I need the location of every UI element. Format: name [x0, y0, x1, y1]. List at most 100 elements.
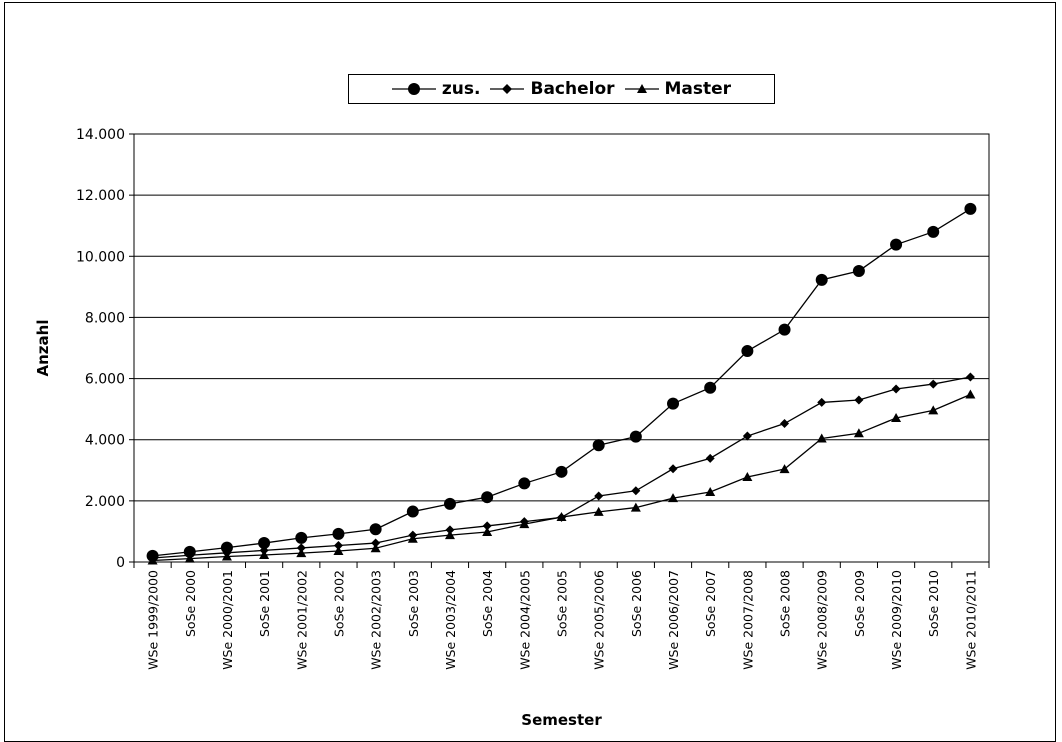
legend-item-zus: zus.	[391, 79, 481, 99]
y-tick-label: 10.000	[76, 249, 125, 265]
data-point-triangle	[742, 472, 753, 482]
data-point-diamond	[891, 384, 901, 394]
data-point-triangle	[259, 549, 270, 559]
data-point-triangle	[296, 548, 307, 558]
y-tick-label: 0	[116, 555, 125, 571]
data-point-circle	[369, 523, 382, 536]
y-axis-title: Anzahl	[34, 320, 52, 377]
data-point-diamond	[445, 525, 455, 535]
data-point-triangle	[853, 428, 864, 438]
data-point-circle	[295, 531, 308, 544]
legend-marker-diamond-icon	[490, 84, 525, 94]
x-tick-label: SoSe 2000	[183, 570, 198, 637]
data-point-circle	[852, 264, 865, 277]
x-tick-label: SoSe 2006	[629, 570, 644, 637]
data-point-circle	[332, 527, 345, 540]
x-tick-label: WSe 2008/2009	[815, 570, 830, 670]
data-point-triangle	[593, 506, 604, 516]
data-point-diamond	[371, 538, 381, 548]
data-point-diamond	[668, 464, 678, 474]
x-tick-label: WSe 2000/2001	[220, 570, 235, 670]
y-tick-label: 14.000	[76, 127, 125, 143]
data-point-circle	[741, 345, 754, 358]
legend-marker-triangle-icon	[624, 84, 659, 93]
data-point-diamond	[854, 395, 864, 405]
data-point-circle	[629, 430, 642, 443]
x-tick-label: WSe 2002/2003	[369, 570, 384, 670]
y-tick-label: 2.000	[85, 494, 125, 510]
data-point-circle	[890, 238, 903, 251]
y-tick-label: 4.000	[85, 433, 125, 449]
data-point-diamond	[928, 379, 938, 389]
data-point-triangle	[668, 493, 679, 503]
x-tick-label: SoSe 2008	[778, 570, 793, 637]
data-point-circle	[518, 477, 531, 490]
data-point-circle	[778, 323, 791, 336]
x-tick-label: SoSe 2007	[703, 570, 718, 637]
data-point-triangle	[482, 527, 493, 537]
data-point-circle	[481, 491, 494, 504]
x-tick-label: SoSe 2010	[926, 570, 941, 637]
data-point-triangle	[928, 405, 939, 415]
x-tick-label: WSe 2001/2002	[294, 570, 309, 670]
legend-marker-circle-icon	[391, 83, 436, 95]
plot-area	[133, 133, 990, 563]
data-point-diamond	[594, 491, 604, 501]
data-point-diamond	[296, 543, 306, 553]
data-point-triangle	[630, 502, 641, 512]
chart-area	[4, 2, 1056, 742]
x-tick-label: SoSe 2003	[406, 570, 421, 637]
x-tick-label: SoSe 2004	[480, 570, 495, 637]
x-tick-label: SoSe 2009	[852, 570, 867, 637]
data-point-circle	[667, 397, 680, 410]
data-point-triangle	[147, 555, 158, 565]
legend: zus. Bachelor Master	[348, 74, 775, 104]
x-tick-label: SoSe 2005	[555, 570, 570, 637]
x-tick-label: WSe 2006/2007	[666, 570, 681, 670]
data-point-circle	[220, 541, 233, 554]
data-point-diamond	[780, 419, 790, 429]
data-point-triangle	[965, 389, 976, 399]
data-point-circle	[258, 537, 271, 550]
data-point-triangle	[370, 543, 381, 553]
y-tick-label: 12.000	[76, 188, 125, 204]
data-point-triangle	[891, 413, 902, 423]
data-point-triangle	[779, 464, 790, 474]
data-point-circle	[927, 225, 940, 238]
x-tick-label: WSe 2007/2008	[740, 570, 755, 670]
legend-item-master: Master	[624, 79, 732, 99]
data-point-diamond	[705, 453, 715, 463]
data-point-diamond	[817, 397, 827, 407]
data-point-circle	[443, 497, 456, 510]
data-point-triangle	[519, 519, 530, 529]
x-tick-label: WSe 2005/2006	[592, 570, 607, 670]
x-tick-label: SoSe 2001	[257, 570, 272, 637]
data-point-diamond	[965, 372, 975, 382]
data-point-triangle	[556, 512, 567, 522]
data-point-diamond	[742, 431, 752, 441]
x-tick-label: WSe 1999/2000	[146, 570, 161, 670]
data-point-circle	[406, 505, 419, 518]
y-tick-label: 8.000	[85, 310, 125, 326]
data-point-triangle	[816, 433, 827, 443]
data-point-circle	[964, 202, 977, 215]
data-point-circle	[555, 465, 568, 478]
x-tick-label: WSe 2009/2010	[889, 570, 904, 670]
legend-label-zus: zus.	[441, 79, 481, 99]
data-point-diamond	[631, 486, 641, 496]
legend-label-master: Master	[664, 79, 732, 99]
x-tick-label: WSe 2003/2004	[443, 570, 458, 670]
x-tick-label: WSe 2004/2005	[517, 570, 532, 670]
data-point-triangle	[407, 533, 418, 543]
data-point-triangle	[221, 551, 232, 561]
legend-item-bachelor: Bachelor	[490, 79, 615, 99]
data-point-circle	[592, 439, 605, 452]
data-point-circle	[704, 381, 717, 394]
data-point-triangle	[333, 545, 344, 555]
legend-label-bachelor: Bachelor	[530, 79, 615, 99]
x-tick-label: WSe 2010/2011	[963, 570, 978, 670]
data-point-circle	[815, 273, 828, 286]
x-tick-label: SoSe 2002	[331, 570, 346, 637]
data-point-triangle	[444, 530, 455, 540]
